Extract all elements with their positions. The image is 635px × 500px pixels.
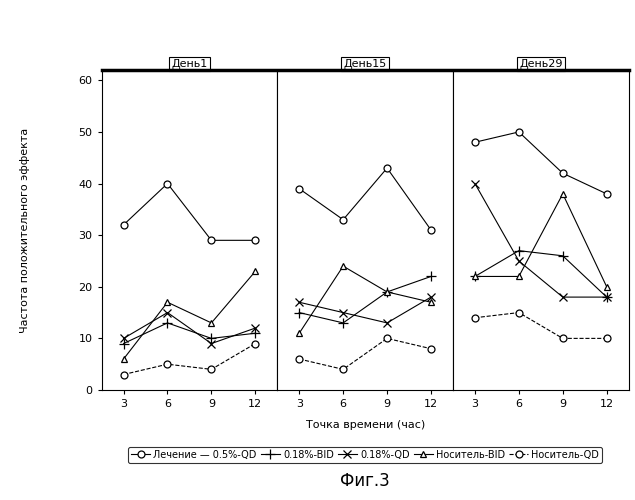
Title: День29: День29 <box>519 59 563 70</box>
Text: Частота положительного эффекта: Частота положительного эффекта <box>20 128 30 332</box>
Legend: Лечение — 0.5%-QD, 0.18%-BID, 0.18%-QD, Носитель-BID, Носитель-QD: Лечение — 0.5%-QD, 0.18%-BID, 0.18%-QD, … <box>128 447 602 462</box>
Title: День1: День1 <box>171 59 208 70</box>
Text: Фиг.3: Фиг.3 <box>340 472 390 490</box>
Title: День15: День15 <box>344 59 387 70</box>
Text: Точка времени (час): Точка времени (час) <box>305 420 425 430</box>
